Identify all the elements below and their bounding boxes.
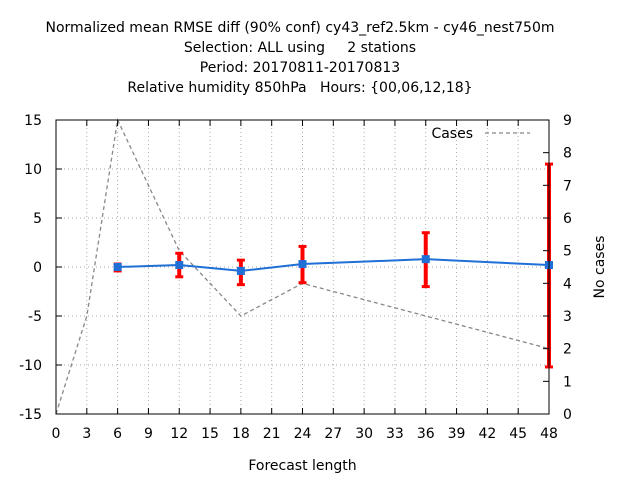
cases-line [55,117,550,415]
y2-tick-labels: 0 1 2 3 4 5 6 7 8 9 [563,113,572,423]
x-tick-label: 39 [448,426,466,442]
y2-tick-label: 6 [563,211,572,227]
x-tick-label: 24 [294,426,312,442]
y-tick-label: 0 [33,260,42,276]
y2-tick-label: 1 [563,374,572,390]
x-tick-label: 15 [201,426,219,442]
data-point [298,260,307,269]
y2-tick-label: 8 [563,146,572,162]
grid-lines [56,120,549,414]
y2-tick-label: 5 [563,244,572,260]
x-tick-label: 18 [232,426,250,442]
y2-axis-label: No cases [592,236,608,299]
x-tick-label: 48 [540,426,558,442]
x-tick-label: 45 [509,426,527,442]
data-point [421,255,430,264]
y-tick-label: -15 [19,407,42,423]
y2-tick-label: 4 [563,276,572,292]
chart-title: Normalized mean RMSE diff (90% conf) cy4… [0,18,600,98]
data-point [113,263,122,271]
x-tick-label: 3 [82,426,91,442]
y-tick-labels: -15 -10 -5 0 5 10 15 [19,113,42,423]
x-axis-label: Forecast length [248,458,356,474]
y-tick-label: 10 [24,162,42,178]
y-tick-label: 15 [24,113,42,129]
x-tick-label: 21 [263,426,281,442]
y-tick-label: -10 [19,358,42,374]
data-point [236,266,245,275]
y2-tick-label: 9 [563,113,572,129]
x-tick-label: 27 [324,426,342,442]
x-tick-label: 0 [52,426,61,442]
x-tick-label: 33 [386,426,404,442]
x-tick-label: 12 [170,426,188,442]
y2-tick-label: 3 [563,309,572,325]
x-tick-label: 30 [355,426,373,442]
x-tick-label: 6 [113,426,122,442]
title-line-3: Period: 20170811-20170813 [199,60,401,76]
x-tick-labels: 0 3 6 9 12 15 18 21 24 27 30 33 36 39 42 45 48 [52,426,558,442]
axis-ticks [55,119,550,415]
x-tick-label: 42 [478,426,496,442]
title-line-2: Selection: ALL using 2 stations [183,40,417,56]
data-point [175,261,184,270]
y2-tick-label: 2 [563,342,572,358]
rmse-series [117,258,550,272]
legend: Cases [431,126,530,142]
title-line-4: Relative humidity 850hPa Hours: {00,06,1… [127,80,473,96]
title-line-1: Normalized mean RMSE diff (90% conf) cy4… [45,20,555,36]
rmse-line [117,258,550,272]
cases-series [55,117,550,415]
y2-tick-label: 0 [563,407,572,423]
legend-label-cases: Cases [431,126,473,142]
y2-tick-label: 7 [563,178,572,194]
x-tick-label: 36 [417,426,435,442]
y-tick-label: 5 [33,211,42,227]
x-tick-label: 9 [144,426,153,442]
y-tick-label: -5 [28,309,42,325]
